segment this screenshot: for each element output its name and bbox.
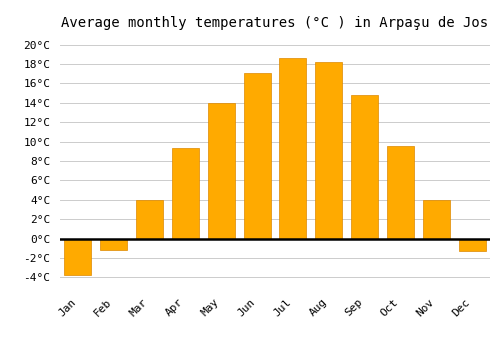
Bar bbox=[280, 58, 306, 239]
Bar bbox=[458, 239, 485, 251]
Title: Average monthly temperatures (°C ) in Arpaşu de Jos: Average monthly temperatures (°C ) in Ar… bbox=[62, 16, 488, 30]
Bar bbox=[244, 73, 270, 239]
Bar bbox=[136, 200, 163, 239]
Bar bbox=[316, 62, 342, 239]
Bar bbox=[423, 200, 450, 239]
Bar bbox=[172, 148, 199, 239]
Bar bbox=[351, 95, 378, 239]
Bar bbox=[387, 146, 414, 239]
Bar bbox=[64, 239, 92, 275]
Bar bbox=[208, 103, 234, 239]
Bar bbox=[100, 239, 127, 250]
